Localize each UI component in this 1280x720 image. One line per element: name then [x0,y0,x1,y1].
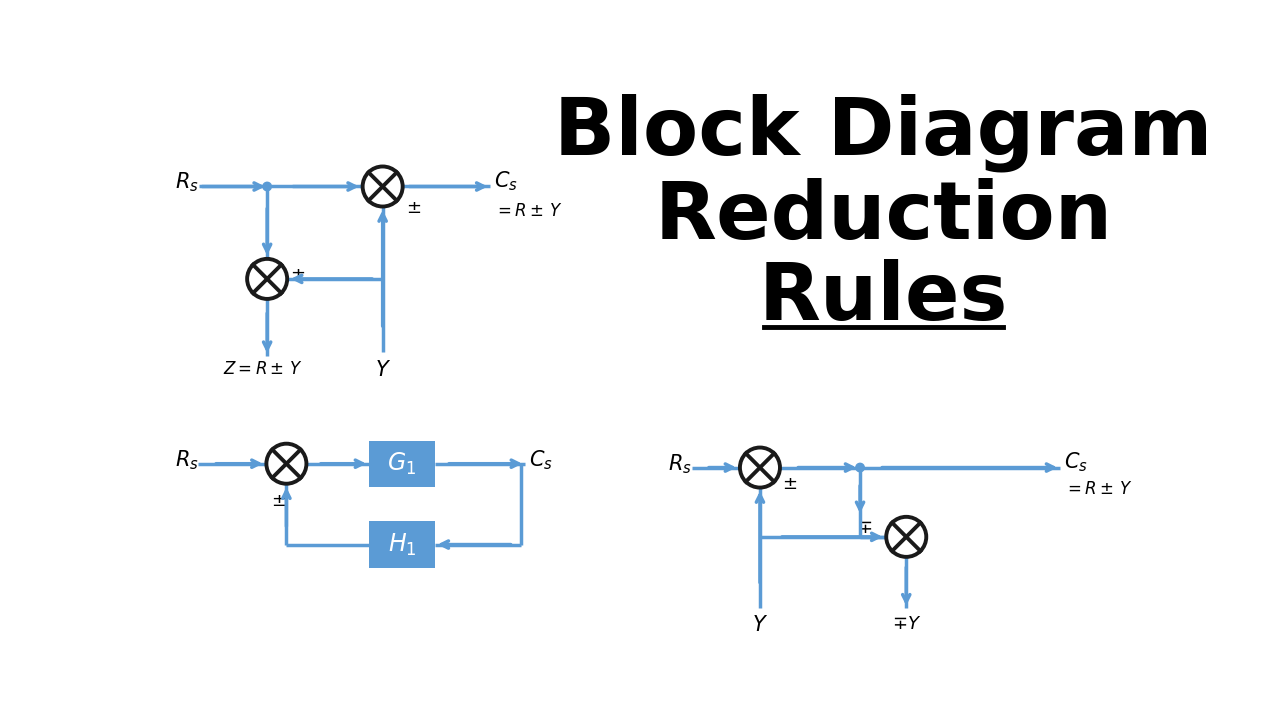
Text: $C_s$: $C_s$ [494,169,518,193]
Text: $H_1$: $H_1$ [388,531,416,558]
Text: $G_1$: $G_1$ [388,451,416,477]
Text: $C_s$: $C_s$ [1064,451,1088,474]
Text: Rules: Rules [758,259,1007,337]
FancyBboxPatch shape [369,521,435,567]
Text: $Y$: $Y$ [751,615,768,634]
Text: $\pm$: $\pm$ [271,492,287,510]
Text: $\pm$: $\pm$ [406,199,421,217]
Text: $C_s$: $C_s$ [529,448,553,472]
Text: $= R\pm\, Y$: $= R\pm\, Y$ [1064,481,1133,498]
Text: Reduction: Reduction [654,179,1112,256]
Text: $\pm$: $\pm$ [291,266,306,284]
Text: $R_s$: $R_s$ [175,448,198,472]
Text: $= R\pm\, Y$: $= R\pm\, Y$ [494,202,563,220]
Text: $\mp Y$: $\mp Y$ [892,615,920,633]
Circle shape [856,463,864,472]
Text: $\pm$: $\pm$ [782,475,797,493]
Text: Block Diagram: Block Diagram [554,94,1212,172]
Text: $\mp$: $\mp$ [858,518,872,536]
Text: $Y$: $Y$ [375,360,390,379]
Text: $Z=R\pm\, Y$: $Z=R\pm\, Y$ [223,361,303,378]
Text: $R_s$: $R_s$ [668,452,691,475]
Text: $R_s$: $R_s$ [175,171,198,194]
Circle shape [262,182,271,191]
FancyBboxPatch shape [369,441,435,487]
